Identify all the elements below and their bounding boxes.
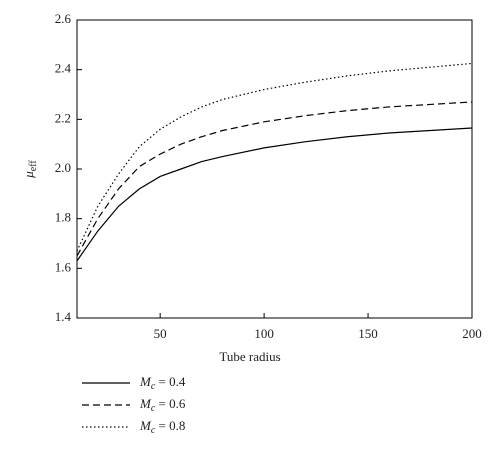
x-tick-label: 50 (154, 326, 167, 341)
y-tick-label: 1.8 (55, 210, 71, 225)
legend-label: Mc = 0.4 (139, 374, 186, 392)
series-line (76, 127, 473, 262)
x-tick-label: 200 (462, 326, 482, 341)
y-tick-label: 2.0 (55, 160, 71, 175)
y-tick-label: 2.2 (55, 110, 71, 125)
series-line (76, 62, 473, 252)
legend-label: Mc = 0.8 (139, 418, 185, 436)
legend-label: Mc = 0.6 (139, 396, 186, 414)
y-tick-label: 2.6 (55, 11, 72, 26)
series-line (76, 101, 473, 257)
y-tick-label: 1.6 (55, 259, 72, 274)
y-axis-label: μeff (21, 160, 39, 179)
x-tick-label: 100 (254, 326, 274, 341)
x-tick-label: 150 (358, 326, 378, 341)
x-axis-label: Tube radius (219, 349, 280, 364)
y-tick-label: 1.4 (55, 309, 72, 324)
y-tick-label: 2.4 (55, 61, 72, 76)
